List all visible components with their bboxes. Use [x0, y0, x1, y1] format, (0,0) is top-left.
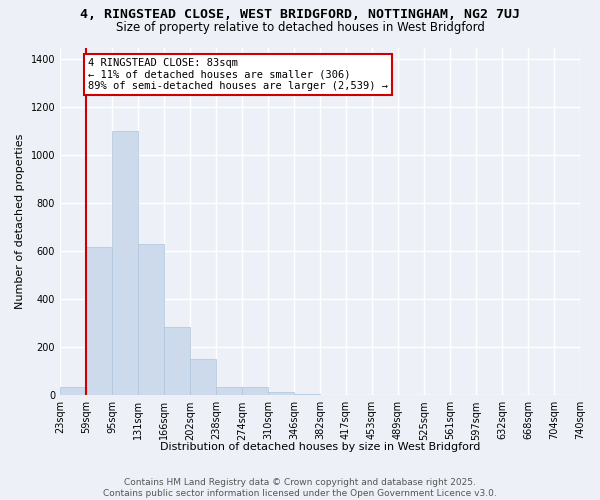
Bar	[268, 392, 294, 396]
Bar	[294, 394, 320, 396]
Bar	[138, 244, 164, 396]
X-axis label: Distribution of detached houses by size in West Bridgford: Distribution of detached houses by size …	[160, 442, 480, 452]
Text: 4 RINGSTEAD CLOSE: 83sqm
← 11% of detached houses are smaller (306)
89% of semi-: 4 RINGSTEAD CLOSE: 83sqm ← 11% of detach…	[88, 58, 388, 91]
Bar	[60, 387, 86, 396]
Bar	[216, 387, 242, 396]
Bar	[242, 387, 268, 396]
Bar	[190, 360, 216, 396]
Text: 4, RINGSTEAD CLOSE, WEST BRIDGFORD, NOTTINGHAM, NG2 7UJ: 4, RINGSTEAD CLOSE, WEST BRIDGFORD, NOTT…	[80, 8, 520, 20]
Y-axis label: Number of detached properties: Number of detached properties	[15, 134, 25, 309]
Bar	[86, 246, 112, 396]
Text: Size of property relative to detached houses in West Bridgford: Size of property relative to detached ho…	[116, 21, 484, 34]
Text: Contains HM Land Registry data © Crown copyright and database right 2025.
Contai: Contains HM Land Registry data © Crown c…	[103, 478, 497, 498]
Bar	[164, 327, 190, 396]
Bar	[112, 132, 138, 396]
